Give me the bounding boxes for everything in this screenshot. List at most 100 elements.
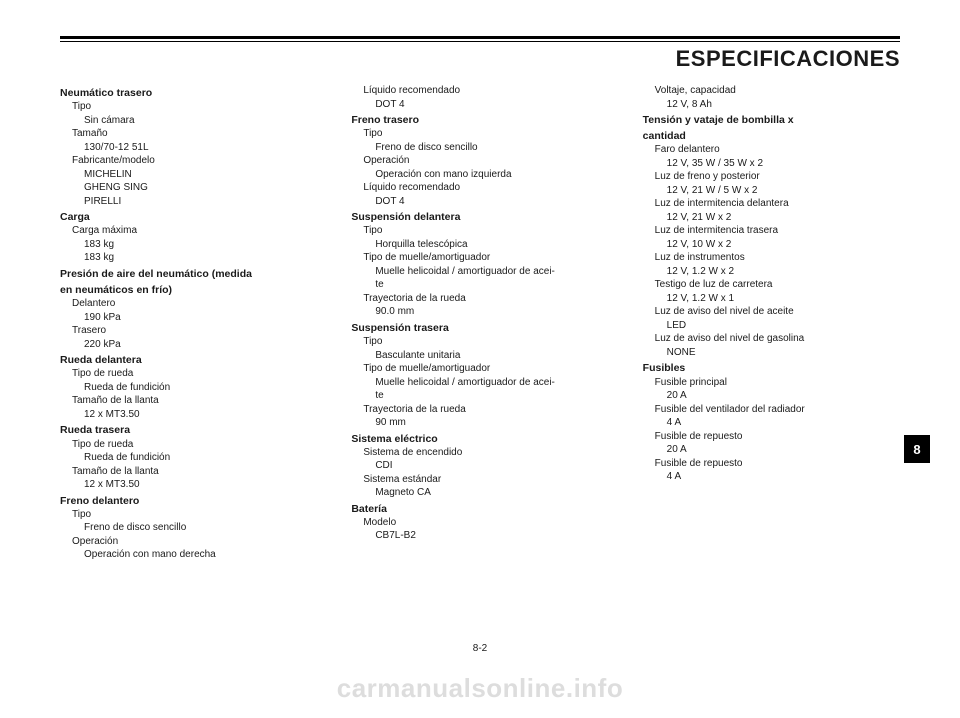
section-heading: Sistema eléctrico xyxy=(351,432,608,446)
spec-label: Luz de freno y posterior xyxy=(643,170,900,184)
spec-label: Trasero xyxy=(60,324,317,338)
page-title: ESPECIFICACIONES xyxy=(60,46,900,72)
spec-label: Faro delantero xyxy=(643,143,900,157)
spec-label: Fusible de repuesto xyxy=(643,457,900,471)
section-heading: Freno delantero xyxy=(60,494,317,508)
page-number: 8-2 xyxy=(0,643,960,654)
spec-value: Rueda de fundición xyxy=(60,451,317,465)
column-3: Voltaje, capacidad12 V, 8 AhTensión y va… xyxy=(643,84,900,562)
header-rule xyxy=(60,36,900,42)
side-tab: 8 xyxy=(904,435,930,463)
spec-label: Modelo xyxy=(351,516,608,530)
section-heading: Neumático trasero xyxy=(60,86,317,100)
spec-label: Luz de intermitencia delantera xyxy=(643,197,900,211)
spec-label: Tipo xyxy=(351,224,608,238)
column-1: Neumático traseroTipoSin cámaraTamaño130… xyxy=(60,84,317,562)
spec-value: Freno de disco sencillo xyxy=(60,521,317,535)
spec-label: Líquido recomendado xyxy=(351,181,608,195)
spec-label: Tipo de muelle/amortiguador xyxy=(351,251,608,265)
spec-value: 12 V, 8 Ah xyxy=(643,98,900,112)
spec-value: te xyxy=(351,278,608,292)
section-heading: en neumáticos en frío) xyxy=(60,283,317,297)
spec-label: Voltaje, capacidad xyxy=(643,84,900,98)
spec-value: DOT 4 xyxy=(351,195,608,209)
spec-value: MICHELIN xyxy=(60,168,317,182)
spec-value: 183 kg xyxy=(60,238,317,252)
spec-value: 190 kPa xyxy=(60,311,317,325)
spec-value: 20 A xyxy=(643,443,900,457)
spec-value: GHENG SING xyxy=(60,181,317,195)
spec-label: Luz de instrumentos xyxy=(643,251,900,265)
spec-value: CB7L-B2 xyxy=(351,529,608,543)
spec-value: 90.0 mm xyxy=(351,305,608,319)
spec-value: 220 kPa xyxy=(60,338,317,352)
spec-value: 20 A xyxy=(643,389,900,403)
spec-label: Trayectoria de la rueda xyxy=(351,403,608,417)
spec-label: Tipo xyxy=(60,508,317,522)
spec-label: Fusible principal xyxy=(643,376,900,390)
section-heading: Suspensión trasera xyxy=(351,321,608,335)
spec-label: Fusible de repuesto xyxy=(643,430,900,444)
spec-label: Operación xyxy=(351,154,608,168)
spec-value: 12 x MT3.50 xyxy=(60,478,317,492)
spec-value: Sin cámara xyxy=(60,114,317,128)
column-2: Líquido recomendadoDOT 4Freno traseroTip… xyxy=(351,84,608,562)
section-heading: Rueda delantera xyxy=(60,353,317,367)
spec-value: 130/70-12 51L xyxy=(60,141,317,155)
spec-value: te xyxy=(351,389,608,403)
section-heading: Batería xyxy=(351,502,608,516)
spec-value: 4 A xyxy=(643,416,900,430)
spec-value: Horquilla telescópica xyxy=(351,238,608,252)
section-heading: Suspensión delantera xyxy=(351,210,608,224)
spec-value: Muelle helicoidal / amortiguador de acei… xyxy=(351,265,608,279)
section-heading: Freno trasero xyxy=(351,113,608,127)
spec-value: Rueda de fundición xyxy=(60,381,317,395)
section-heading: cantidad xyxy=(643,129,900,143)
spec-label: Luz de intermitencia trasera xyxy=(643,224,900,238)
spec-label: Delantero xyxy=(60,297,317,311)
spec-value: 12 V, 1.2 W x 2 xyxy=(643,265,900,279)
spec-label: Luz de aviso del nivel de gasolina xyxy=(643,332,900,346)
spec-label: Tipo xyxy=(60,100,317,114)
spec-label: Trayectoria de la rueda xyxy=(351,292,608,306)
spec-label: Líquido recomendado xyxy=(351,84,608,98)
section-heading: Fusibles xyxy=(643,361,900,375)
spec-label: Tamaño xyxy=(60,127,317,141)
spec-value: 12 V, 21 W x 2 xyxy=(643,211,900,225)
spec-value: 12 V, 35 W / 35 W x 2 xyxy=(643,157,900,171)
spec-value: Freno de disco sencillo xyxy=(351,141,608,155)
spec-label: Carga máxima xyxy=(60,224,317,238)
spec-value: Operación con mano derecha xyxy=(60,548,317,562)
section-heading: Tensión y vataje de bombilla x xyxy=(643,113,900,127)
spec-value: 90 mm xyxy=(351,416,608,430)
spec-value: 12 x MT3.50 xyxy=(60,408,317,422)
spec-value: DOT 4 xyxy=(351,98,608,112)
spec-label: Operación xyxy=(60,535,317,549)
spec-value: 12 V, 1.2 W x 1 xyxy=(643,292,900,306)
spec-value: Operación con mano izquierda xyxy=(351,168,608,182)
spec-value: 12 V, 10 W x 2 xyxy=(643,238,900,252)
section-heading: Rueda trasera xyxy=(60,423,317,437)
spec-label: Tamaño de la llanta xyxy=(60,394,317,408)
spec-label: Tipo xyxy=(351,335,608,349)
spec-label: Luz de aviso del nivel de aceite xyxy=(643,305,900,319)
spec-label: Tipo de muelle/amortiguador xyxy=(351,362,608,376)
spec-label: Tipo de rueda xyxy=(60,438,317,452)
spec-value: LED xyxy=(643,319,900,333)
section-heading: Presión de aire del neumático (medida xyxy=(60,267,317,281)
spec-columns: Neumático traseroTipoSin cámaraTamaño130… xyxy=(60,84,900,562)
spec-value: NONE xyxy=(643,346,900,360)
spec-value: 12 V, 21 W / 5 W x 2 xyxy=(643,184,900,198)
watermark: carmanualsonline.info xyxy=(0,673,960,704)
section-heading: Carga xyxy=(60,210,317,224)
spec-value: CDI xyxy=(351,459,608,473)
spec-value: Magneto CA xyxy=(351,486,608,500)
spec-label: Testigo de luz de carretera xyxy=(643,278,900,292)
spec-label: Tipo xyxy=(351,127,608,141)
spec-label: Fusible del ventilador del radiador xyxy=(643,403,900,417)
spec-label: Tamaño de la llanta xyxy=(60,465,317,479)
spec-label: Fabricante/modelo xyxy=(60,154,317,168)
spec-value: Basculante unitaria xyxy=(351,349,608,363)
spec-value: Muelle helicoidal / amortiguador de acei… xyxy=(351,376,608,390)
spec-label: Tipo de rueda xyxy=(60,367,317,381)
